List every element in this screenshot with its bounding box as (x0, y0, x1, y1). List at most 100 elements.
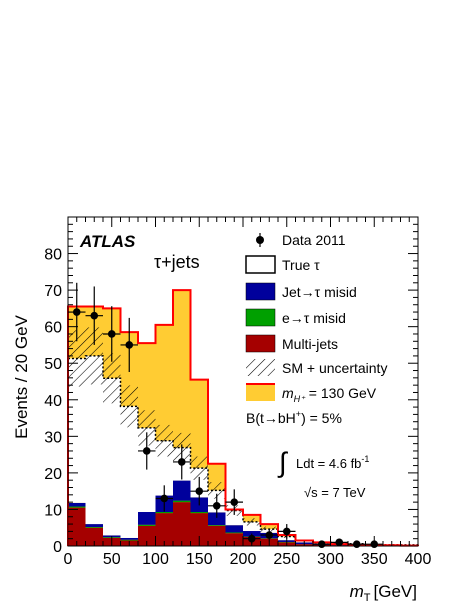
legend-signal-rest: = 130 GeV (305, 385, 377, 401)
stack-bar (103, 378, 121, 536)
x-tick-label: 300 (317, 551, 344, 568)
uncertainty-bar (138, 410, 156, 446)
data-point (230, 498, 239, 506)
legend: Data 2011 True τ Jet→τ misid e→τ misid M… (245, 232, 387, 404)
data-point (90, 311, 99, 320)
uncertainty-bar (103, 353, 121, 404)
data-point (212, 501, 221, 510)
data-point (265, 531, 274, 539)
legend-uncertainty-label: SM + uncertainty (282, 360, 387, 376)
legend-jet-misid-label: Jet→τ misid (282, 284, 357, 300)
legend-multijets-label: Multi-jets (282, 336, 338, 352)
stack-bar (138, 525, 156, 546)
x-axis-sub: T (364, 592, 371, 604)
legend-swatch-jet-misid (245, 282, 276, 301)
uncertainty-bar (190, 456, 208, 480)
y-tick-label: 0 (53, 539, 62, 556)
atlas-label: ATLAS (79, 232, 136, 251)
stack-bar (225, 532, 243, 534)
y-tick-label: 70 (44, 283, 62, 300)
stack-bar (68, 506, 86, 508)
stack-bar (243, 521, 261, 532)
legend-e-misid-label: e→τ misid (282, 310, 346, 326)
lumi-sup: -1 (361, 454, 369, 464)
x-tick-label: 50 (103, 551, 121, 568)
stack-bar (155, 513, 173, 546)
legend-swatch-multijets (245, 334, 276, 353)
x-tick-label: 200 (230, 551, 257, 568)
lumi-integral-sign: ∫ (277, 447, 289, 478)
stack-bar (68, 502, 86, 507)
stack-bar (85, 527, 103, 546)
x-tick-labels: 0 50 100 150 200 250 300 350 400 (64, 551, 432, 568)
legend-signal-label: mH⁺ = 130 GeV (282, 385, 377, 404)
uncertainty-bar (68, 330, 86, 387)
data-point (195, 487, 204, 495)
data-point (247, 534, 256, 543)
stack-bar (155, 512, 173, 514)
stack-bar (120, 539, 138, 541)
stack-bar (190, 513, 208, 546)
stack-bar (225, 533, 243, 546)
y-tick-label: 40 (44, 393, 62, 410)
y-tick-label: 20 (44, 466, 62, 483)
uncertainty-bar (155, 424, 173, 457)
x-axis-unit: [GeV] (374, 582, 417, 601)
data-point (107, 330, 116, 338)
y-tick-labels: 0 10 20 30 40 50 60 70 80 (44, 247, 62, 556)
stack-bar (173, 480, 191, 501)
legend-swatch-true-tau (245, 255, 276, 274)
x-tick-label: 250 (273, 551, 300, 568)
data-point (282, 527, 291, 536)
branching-sup: + (296, 409, 301, 419)
data-point (177, 458, 186, 466)
stack-bar (173, 500, 191, 503)
legend-swatch-signal (246, 384, 275, 401)
legend-signal-var: m (282, 385, 294, 401)
x-tick-label: 0 (64, 551, 73, 568)
x-tick-label: 400 (405, 551, 432, 568)
stack-bar (120, 537, 138, 540)
stack-bar (85, 526, 103, 528)
data-point (72, 308, 81, 316)
legend-swatch-e-misid (245, 308, 276, 327)
uncertainty-bar (208, 482, 226, 499)
stack-bar (173, 502, 191, 546)
stack-bar (208, 525, 226, 526)
x-axis-title: mT [GeV] (350, 582, 417, 604)
uncertainty-bar (120, 385, 138, 428)
y-tick-label: 50 (44, 356, 62, 373)
axis-ticks (67, 216, 419, 547)
stack-bar (85, 524, 103, 527)
stack-bar (68, 358, 86, 503)
x-tick-label: 350 (361, 551, 388, 568)
data-point (125, 341, 134, 349)
channel-label: τ+jets (154, 252, 200, 272)
lumi-label: Ldt = 4.6 fb-1 (296, 454, 369, 471)
y-tick-label: 60 (44, 320, 62, 337)
data-point (142, 447, 151, 455)
branching-ratio-label: B(t→bH+) = 5% (246, 409, 342, 426)
legend-swatch-uncertainty (246, 359, 275, 376)
stack-bar (208, 525, 226, 546)
stack-layer (68, 355, 418, 546)
stack-bar (190, 512, 208, 514)
stack-bar (68, 507, 86, 546)
stack-bar (85, 355, 103, 525)
y-tick-label: 30 (44, 429, 62, 446)
energy-label: √s = 7 TeV (304, 485, 366, 500)
branching-suffix: ) = 5% (301, 410, 342, 426)
uncertainty-bar (85, 327, 103, 385)
y-tick-label: 80 (44, 247, 62, 264)
uncertainty-bar (243, 518, 261, 526)
data-point (160, 494, 169, 503)
stack-bar (120, 406, 138, 538)
stack-bar (225, 525, 243, 533)
legend-signal-sub: H⁺ (294, 394, 306, 404)
x-tick-label: 150 (186, 551, 213, 568)
stack-bar (138, 524, 156, 526)
y-axis-title: Events / 20 GeV (12, 314, 31, 438)
x-tick-label: 100 (142, 551, 169, 568)
stack-bar (208, 512, 226, 526)
